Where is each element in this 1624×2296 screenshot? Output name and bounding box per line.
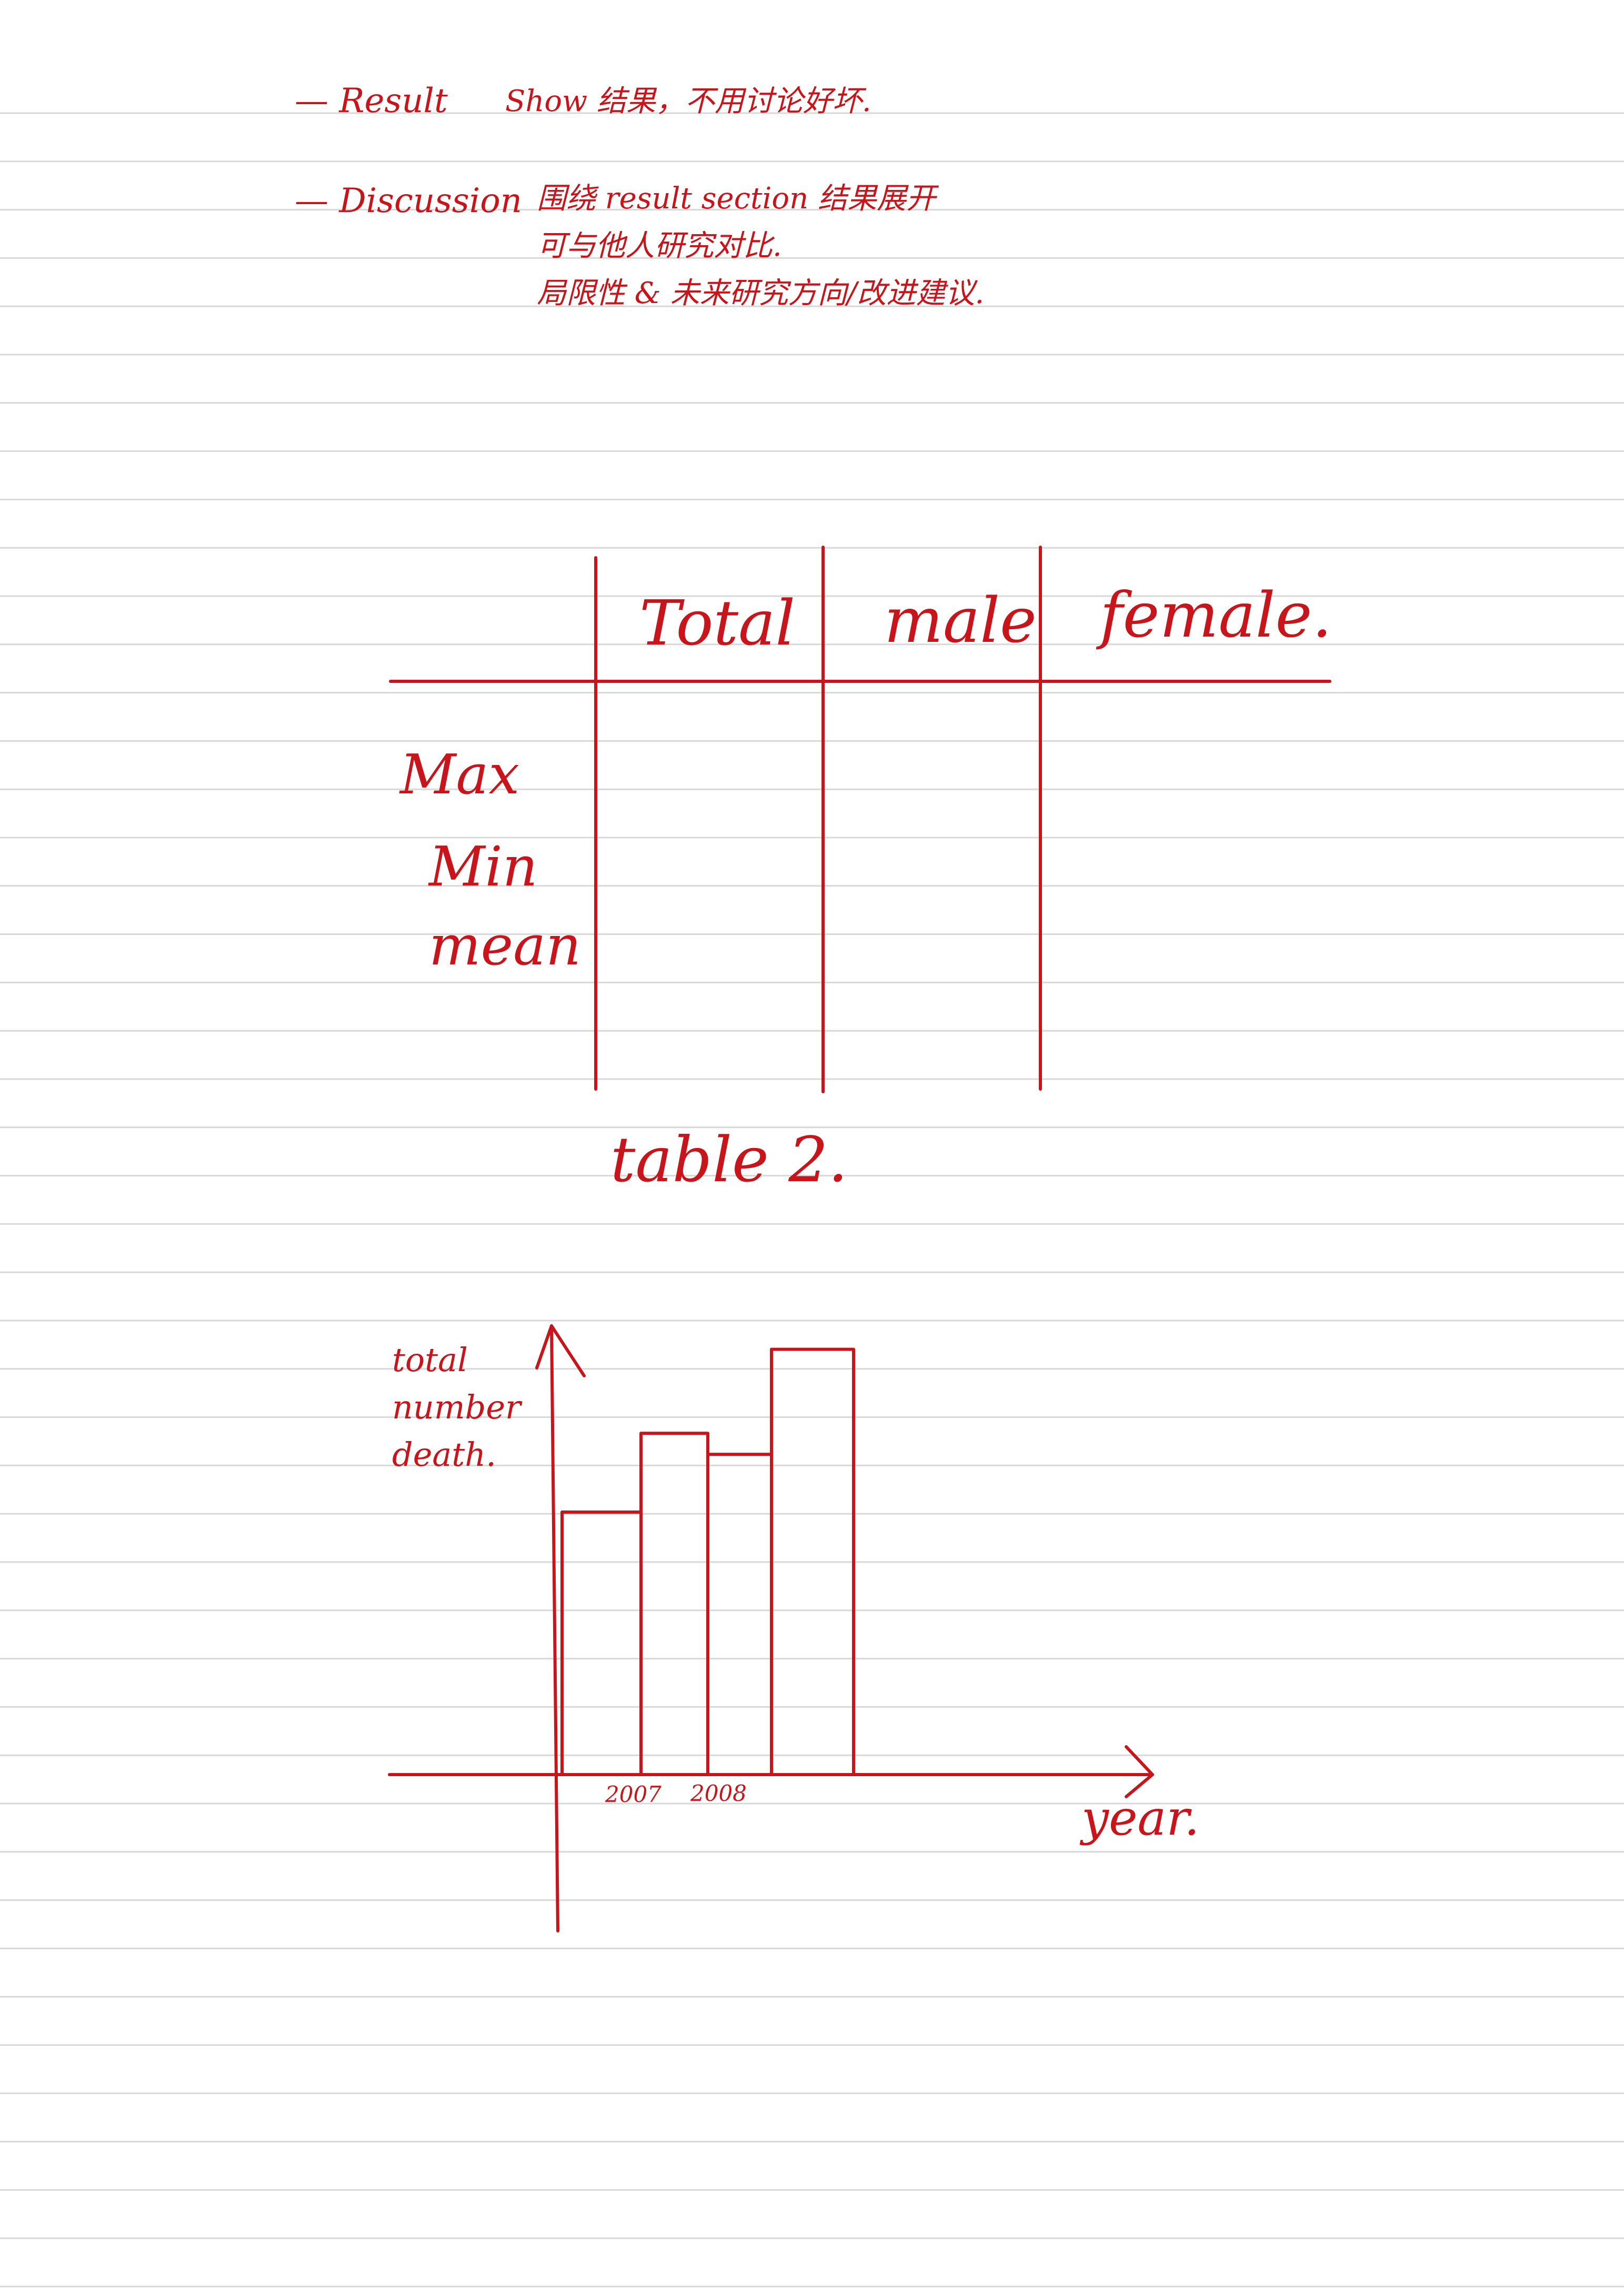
bar-chart xyxy=(388,1324,1154,1932)
table-caption: table 2. xyxy=(610,1123,848,1196)
table-header-male: male xyxy=(884,584,1037,657)
discussion-note-1: 围绕 result section 结果展开 xyxy=(537,182,936,216)
row-label-max: Max xyxy=(400,742,520,807)
discussion-label: — Discussion xyxy=(295,182,522,220)
x-axis-label: year. xyxy=(1081,1790,1200,1846)
y-axis xyxy=(550,1324,559,1932)
x-tick-2008: 2008 xyxy=(690,1780,747,1806)
result-note: Show 结果，不用讨论好坏. xyxy=(505,84,871,118)
y-axis-label: total number death. xyxy=(392,1341,521,1474)
x-tick-2007: 2007 xyxy=(605,1781,661,1807)
discussion-note-3: 局限性 & 未来研究方向/改进建议. xyxy=(537,276,985,310)
bar-4 xyxy=(770,1347,855,1776)
bar-3 xyxy=(706,1453,773,1776)
table-header-total: Total xyxy=(639,587,796,659)
discussion-note-2: 可与他人研究对比. xyxy=(537,229,782,263)
x-axis-arrow xyxy=(1125,1745,1154,1798)
row-label-mean: mean xyxy=(429,913,582,978)
table-header-female: female. xyxy=(1100,579,1332,651)
bar-1 xyxy=(560,1510,643,1776)
result-label: — Result xyxy=(295,82,448,120)
row-label-min: Min xyxy=(429,834,538,899)
bar-2 xyxy=(639,1432,709,1776)
y-axis-arrow xyxy=(535,1324,586,1377)
